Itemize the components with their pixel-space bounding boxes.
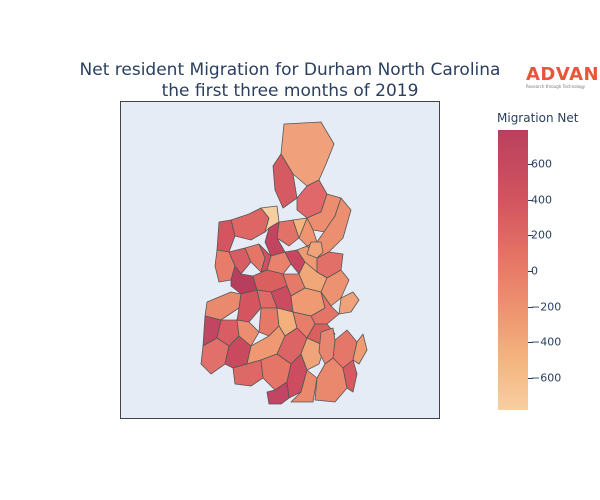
colorbar-tick [528,270,533,272]
colorbar-tick [528,235,533,237]
colorbar-tick-label: 400 [531,193,552,207]
title-line-1: Net resident Migration for Durham North … [79,60,501,80]
map-region[interactable] [306,241,324,259]
colorbar-tick-label: −400 [531,335,562,349]
map-region[interactable] [338,291,360,315]
map-region[interactable] [216,219,236,253]
map-region[interactable] [272,153,298,209]
map-region[interactable] [204,291,242,321]
map-region[interactable] [342,359,358,393]
advan-logo: ADVAN Research through Technology [526,64,600,90]
choropleth-map[interactable] [121,102,440,419]
map-region[interactable] [236,319,260,347]
map-region[interactable] [292,217,308,239]
map-region[interactable] [266,251,292,275]
colorbar-tick [528,306,533,308]
logo-tagline: Research through Technology [526,84,586,89]
map-plot-area[interactable] [120,101,440,419]
colorbar-tick [528,199,533,201]
colorbar-tick-label: 200 [531,228,552,242]
colorbar [498,130,528,410]
map-region[interactable] [228,247,252,275]
colorbar-tick [528,163,533,165]
map-region[interactable] [352,333,368,365]
colorbar-title: Migration Net [497,111,579,125]
map-region[interactable] [290,369,318,403]
title-line-2: the first three months of 2019 [161,81,419,101]
colorbar-tick-label: −200 [531,300,562,314]
map-region[interactable] [230,207,270,241]
colorbar-tick [528,342,533,344]
map-region[interactable] [236,289,262,323]
colorbar-tick-label: 0 [531,264,538,278]
colorbar-tick [528,377,533,379]
colorbar-tick-label: −600 [531,371,562,385]
chart-title: Net resident Migration for Durham North … [40,60,540,102]
logo-word: ADVAN [526,64,600,85]
map-region[interactable] [266,381,290,405]
colorbar-tick-label: 600 [531,157,552,171]
